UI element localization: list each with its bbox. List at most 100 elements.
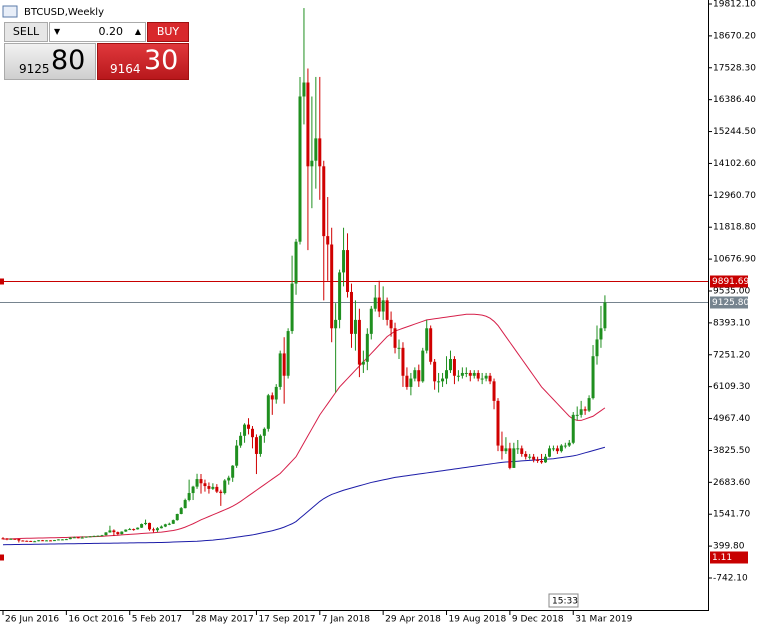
buy-price-box[interactable]: 9164 30: [97, 43, 189, 80]
candle-body: [207, 486, 211, 489]
candle-body: [464, 372, 468, 374]
sell-price-box[interactable]: 9125 80: [4, 43, 96, 80]
candle-body: [468, 372, 472, 376]
candle-body: [195, 479, 199, 487]
candle-body: [219, 491, 223, 494]
candle-body: [401, 347, 405, 376]
candle-body: [508, 448, 512, 468]
candle-body: [310, 160, 314, 167]
candle-body: [104, 532, 108, 536]
candle-body: [472, 372, 476, 376]
candle-body: [504, 448, 508, 452]
candle-body: [13, 538, 17, 540]
candle-body: [346, 250, 350, 292]
candle-body: [112, 530, 116, 533]
candle-body: [254, 437, 258, 454]
moving-average: [2, 446, 606, 546]
x-tick-label: 5 Feb 2017: [132, 615, 182, 625]
candle-body: [179, 508, 183, 514]
time-label: 15:33: [552, 597, 578, 607]
candle-body: [108, 530, 112, 533]
candle-body: [456, 375, 460, 377]
candle-body: [274, 386, 278, 400]
candle-body: [306, 82, 310, 167]
y-tick-label: 1541.70: [713, 510, 750, 520]
buy-button[interactable]: BUY: [147, 22, 189, 42]
candle-body: [171, 520, 175, 524]
candle-body: [5, 538, 9, 540]
candle-body: [100, 535, 104, 537]
x-tick-label: 17 Sep 2017: [258, 615, 315, 625]
candle-body: [266, 395, 270, 429]
y-tick-label: 15244.50: [713, 127, 756, 137]
candle-body: [452, 358, 456, 376]
candle-body: [37, 540, 41, 542]
candle-body: [80, 537, 84, 539]
x-tick-label: 7 Jan 2018: [322, 615, 370, 625]
candle-body: [167, 523, 171, 525]
candle-body: [68, 537, 72, 540]
lot-up[interactable]: ▲: [134, 27, 141, 36]
price-label-box: [710, 296, 748, 309]
y-tick-label: 16386.40: [713, 95, 756, 105]
candle-body: [302, 82, 306, 97]
sell-button[interactable]: SELL: [4, 22, 48, 42]
candle-body: [349, 291, 353, 334]
candle-body: [60, 539, 64, 541]
candle-body: [330, 244, 334, 329]
buy-price-pips: 30: [144, 45, 179, 76]
candle-body: [278, 353, 282, 387]
candle-body: [393, 328, 397, 348]
candle-body: [409, 378, 413, 387]
candle-body: [516, 448, 520, 450]
candle-body: [33, 541, 37, 543]
candle-body: [365, 333, 369, 362]
candle-body: [575, 414, 579, 416]
y-tick-label: 4967.40: [713, 414, 750, 424]
candle-body: [49, 540, 53, 542]
candle-body: [56, 539, 60, 541]
candle-body: [334, 319, 338, 329]
candle-body: [532, 456, 536, 460]
candle-body: [322, 166, 326, 237]
candle-body: [484, 375, 488, 379]
candle-body: [369, 308, 373, 334]
y-tick-label: 9535.00: [713, 286, 750, 296]
candle-body: [512, 448, 516, 468]
candle-body: [64, 539, 68, 541]
buy-price-big: 9164: [110, 62, 141, 76]
sell-price-big: 9125: [19, 62, 50, 76]
candle-body: [84, 536, 88, 538]
candle-body: [187, 493, 191, 501]
lot-value: 0.20: [98, 25, 124, 38]
candle-body: [579, 409, 583, 415]
candle-body: [258, 435, 262, 454]
candle-body: [397, 347, 401, 349]
candle-body: [528, 456, 532, 458]
candle-body: [357, 319, 361, 365]
candle-body: [338, 272, 342, 320]
y-tick-label: 8393.10: [713, 318, 750, 328]
candle-body: [555, 448, 559, 452]
price-label: 1.11: [712, 553, 732, 563]
candle-body: [9, 538, 13, 540]
lot-down[interactable]: ▼: [54, 27, 61, 36]
candle-body: [488, 375, 492, 382]
x-tick-label: 29 Apr 2018: [385, 615, 441, 625]
candle-body: [163, 524, 167, 527]
candle-body: [282, 353, 286, 376]
lot-input[interactable]: ▼ 0.20 ▲: [49, 22, 146, 42]
candle-body: [132, 529, 136, 531]
candle-body: [290, 283, 294, 332]
candle-body: [72, 537, 76, 539]
candle-body: [148, 522, 152, 530]
candle-body: [389, 319, 393, 329]
sell-price-pips: 80: [51, 45, 86, 76]
y-tick-label: 399.80: [713, 542, 745, 552]
candle-body: [405, 375, 409, 387]
candle-body: [41, 540, 45, 542]
candle-body: [547, 448, 551, 457]
candle-body: [599, 328, 603, 340]
chart-title: BTCUSD,Weekly: [24, 7, 104, 18]
candle-body: [21, 540, 25, 542]
